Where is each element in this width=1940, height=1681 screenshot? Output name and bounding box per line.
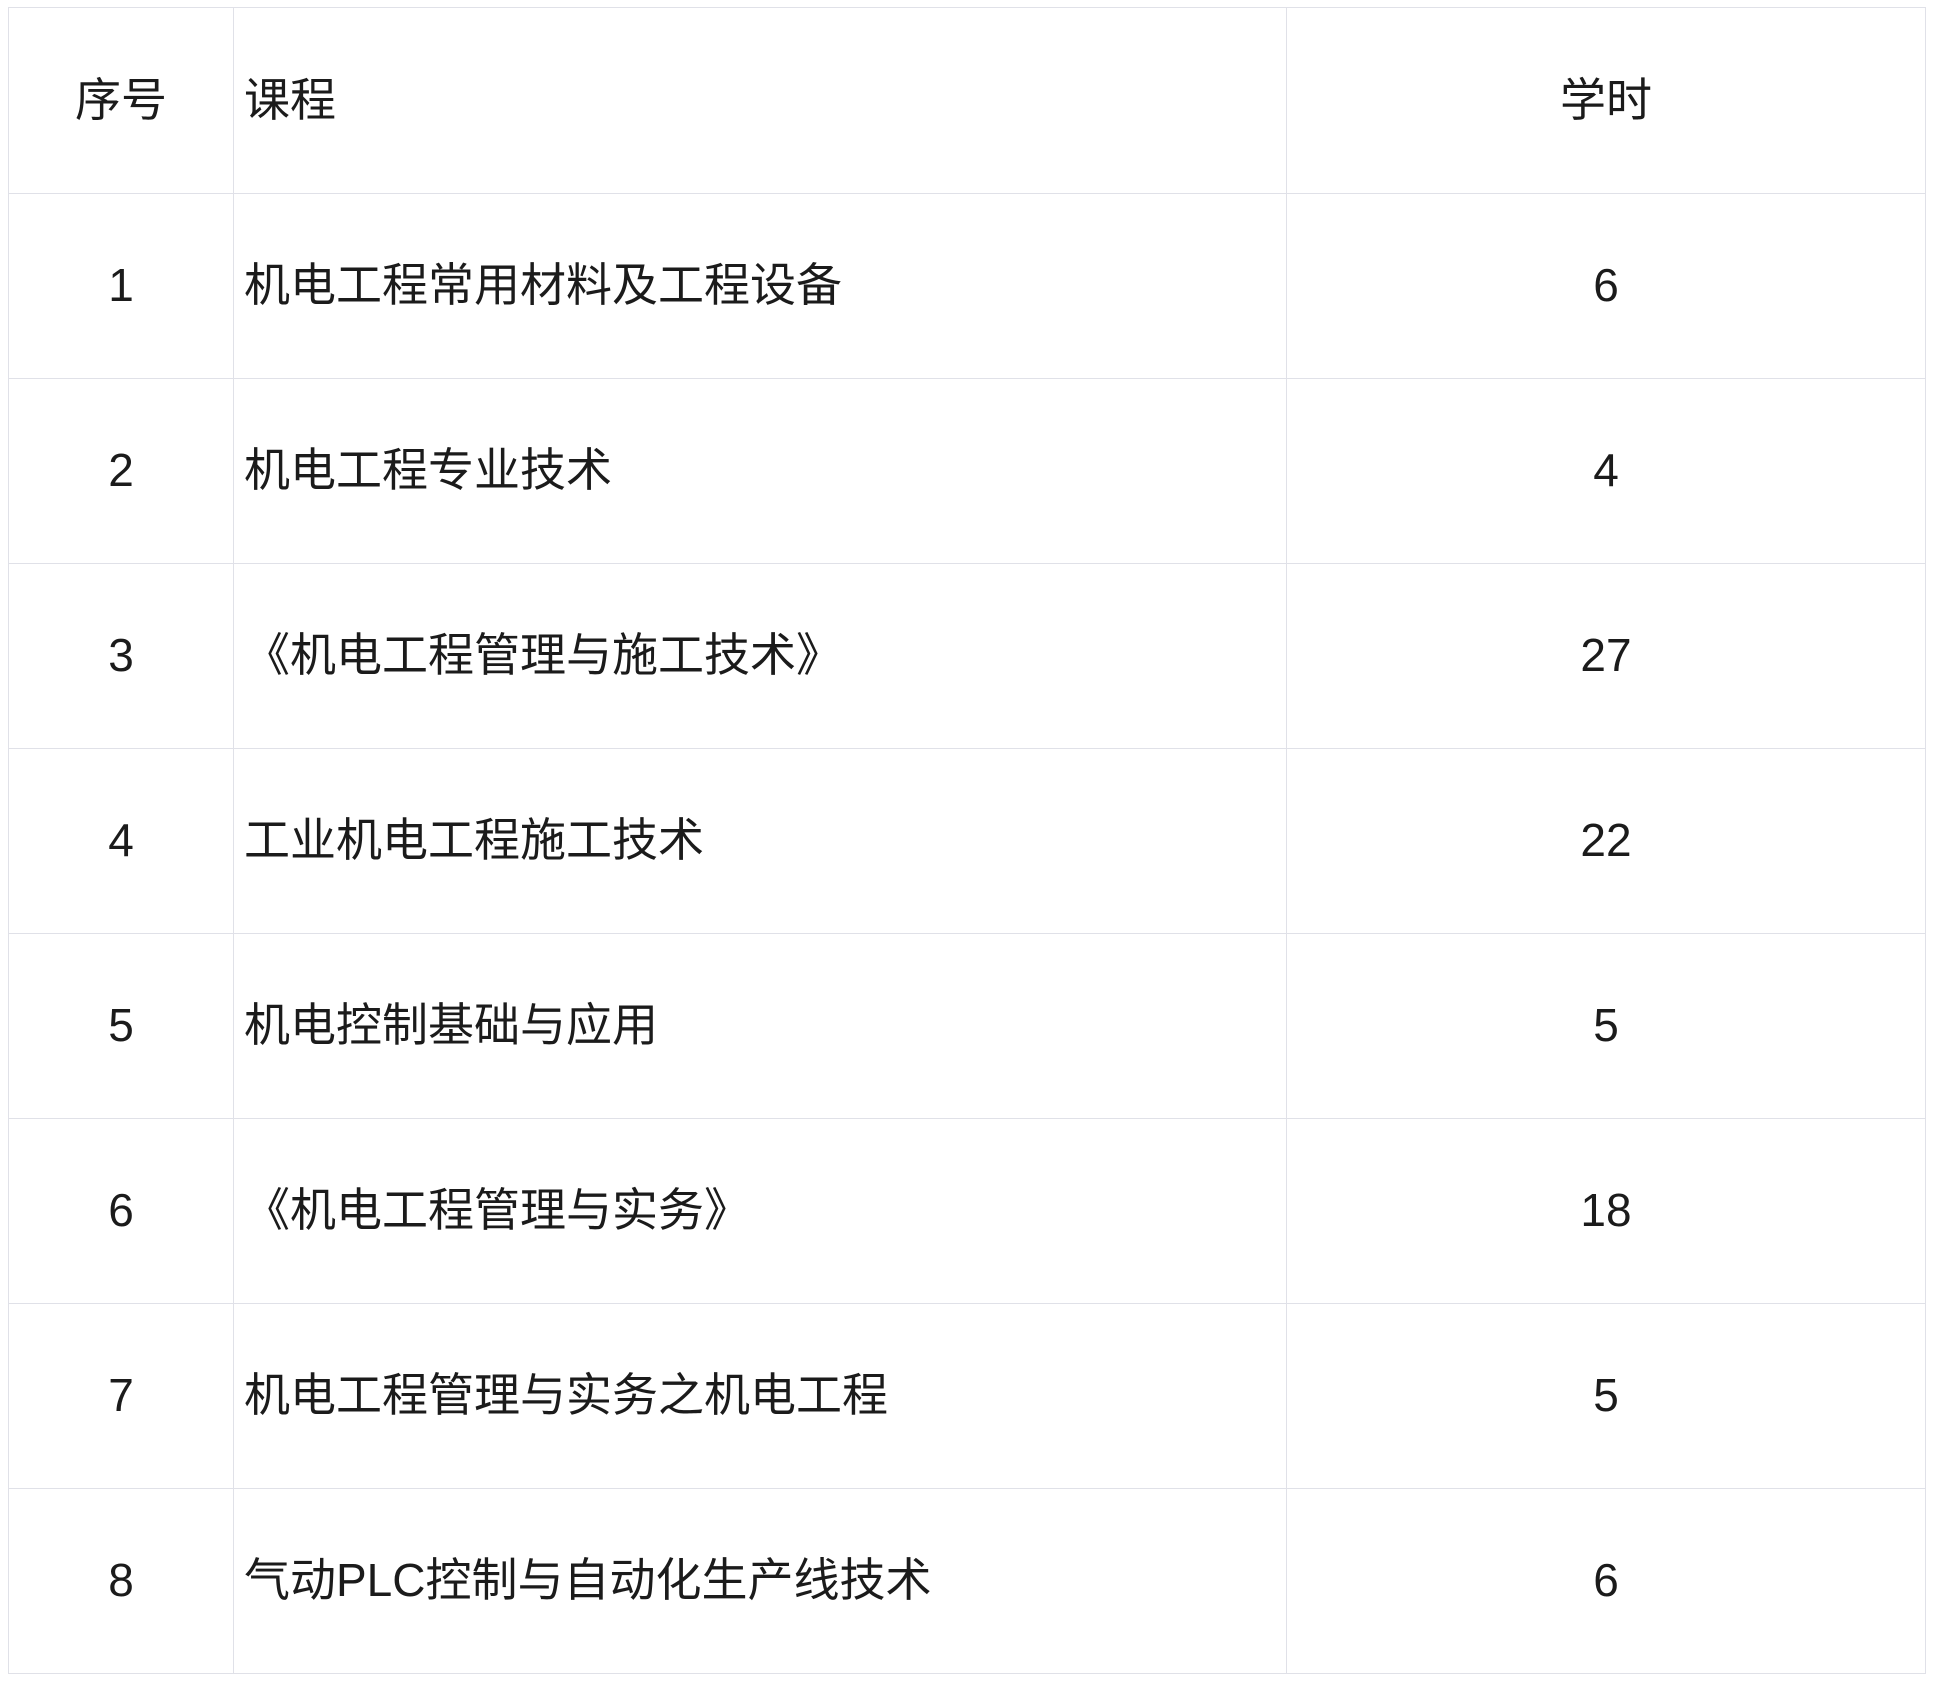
cell-course: 《机电工程管理与施工技术》 [233, 563, 1287, 749]
table-row: 7 机电工程管理与实务之机电工程 5 [8, 1303, 1926, 1489]
header-index: 序号 [8, 7, 234, 194]
header-hours: 学时 [1286, 7, 1926, 194]
table-row: 3 《机电工程管理与施工技术》 27 [8, 563, 1926, 749]
table-row: 2 机电工程专业技术 4 [8, 378, 1926, 564]
cell-hours: 5 [1286, 1303, 1926, 1489]
cell-index: 8 [8, 1488, 234, 1674]
cell-index: 3 [8, 563, 234, 749]
cell-hours: 27 [1286, 563, 1926, 749]
cell-index: 4 [8, 748, 234, 934]
cell-hours: 5 [1286, 933, 1926, 1119]
table-row: 5 机电控制基础与应用 5 [8, 933, 1926, 1119]
table-row: 1 机电工程常用材料及工程设备 6 [8, 193, 1926, 379]
cell-index: 2 [8, 378, 234, 564]
course-hours-table: 序号 课程 学时 1 机电工程常用材料及工程设备 6 2 机电工程专业技术 4 … [8, 7, 1926, 1674]
cell-index: 1 [8, 193, 234, 379]
cell-course: 机电工程管理与实务之机电工程 [233, 1303, 1287, 1489]
cell-course: 工业机电工程施工技术 [233, 748, 1287, 934]
cell-index: 7 [8, 1303, 234, 1489]
table-header-row: 序号 课程 学时 [8, 7, 1926, 194]
cell-hours: 6 [1286, 193, 1926, 379]
cell-hours: 22 [1286, 748, 1926, 934]
cell-course: 《机电工程管理与实务》 [233, 1118, 1287, 1304]
cell-hours: 4 [1286, 378, 1926, 564]
cell-index: 6 [8, 1118, 234, 1304]
cell-course: 气动PLC控制与自动化生产线技术 [233, 1488, 1287, 1674]
cell-hours: 18 [1286, 1118, 1926, 1304]
table-row: 6 《机电工程管理与实务》 18 [8, 1118, 1926, 1304]
cell-course: 机电工程常用材料及工程设备 [233, 193, 1287, 379]
cell-hours: 6 [1286, 1488, 1926, 1674]
cell-course: 机电控制基础与应用 [233, 933, 1287, 1119]
table-row: 8 气动PLC控制与自动化生产线技术 6 [8, 1488, 1926, 1674]
cell-index: 5 [8, 933, 234, 1119]
header-course: 课程 [233, 7, 1287, 194]
table-row: 4 工业机电工程施工技术 22 [8, 748, 1926, 934]
cell-course: 机电工程专业技术 [233, 378, 1287, 564]
